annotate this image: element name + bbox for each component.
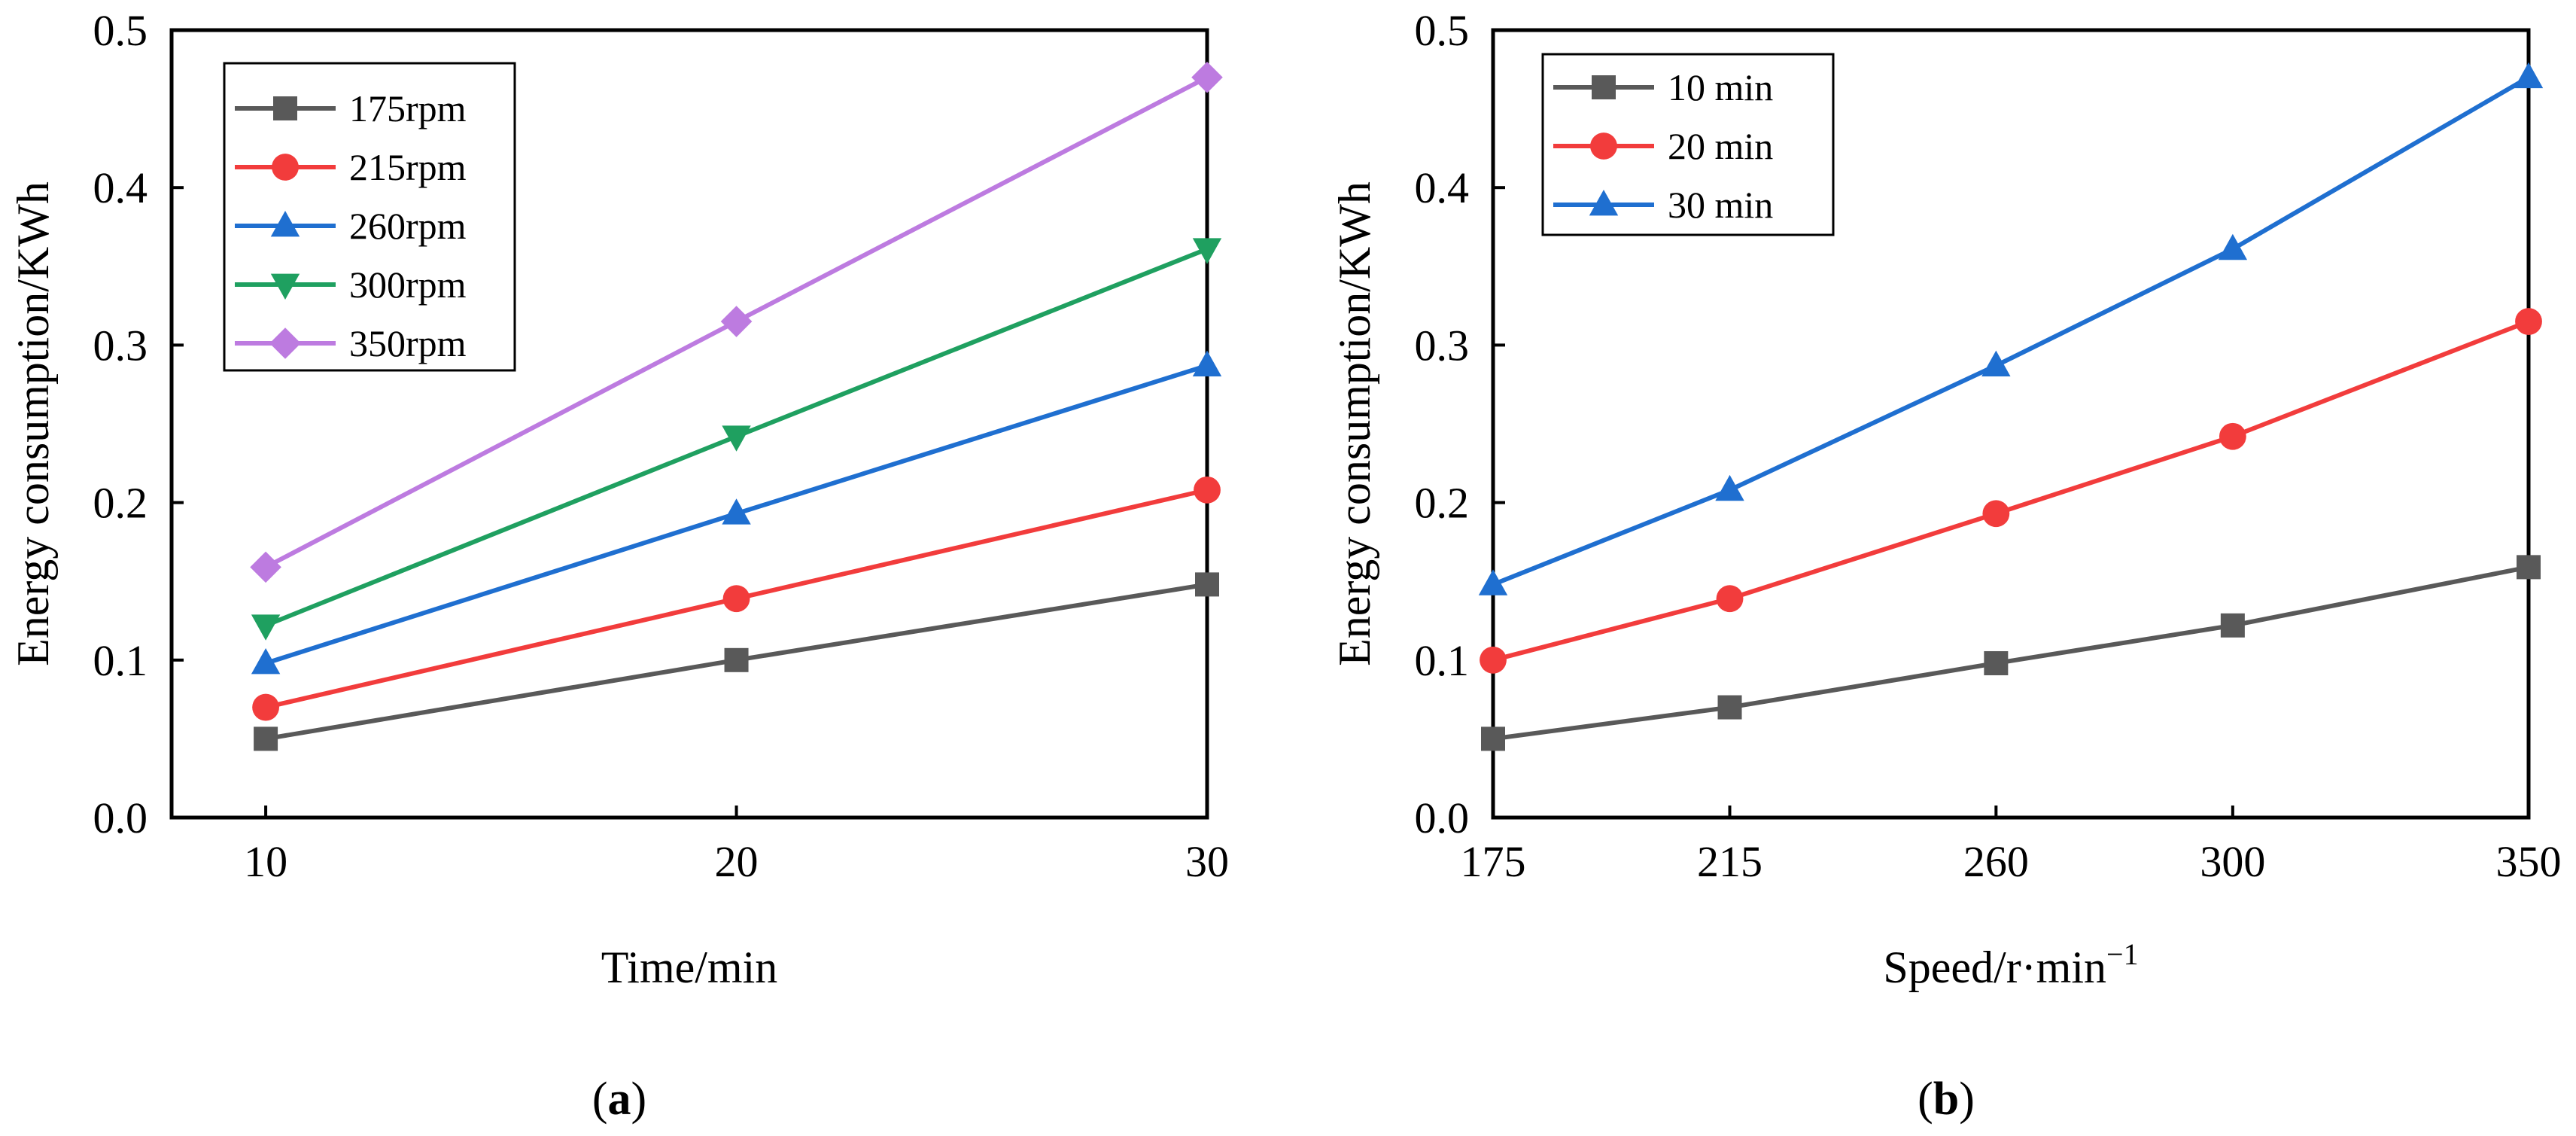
panel-a-x-tick-label: 20 bbox=[715, 837, 759, 886]
panel-a-data-point bbox=[724, 647, 749, 672]
panel-a-y-tick-label: 0.1 bbox=[93, 636, 148, 685]
panel-a-plot-frame bbox=[169, 28, 1209, 820]
panel-a-legend: 175rpm 215rpm 260rpm 300rpm 350rpm bbox=[223, 62, 516, 372]
panel-a-x-tick-label: 10 bbox=[244, 837, 287, 886]
panel-b-data-point bbox=[2218, 233, 2248, 260]
panel-b-legend-marker bbox=[1590, 132, 1617, 160]
panel-b-legend-label: 20 min bbox=[1668, 125, 1773, 167]
panel-b-y-axis-label: Energy consumption/KWh bbox=[1330, 181, 1379, 666]
panel-a-data-point bbox=[252, 693, 280, 721]
panel-b-x-axis-label: Speed/r·min−1 bbox=[1883, 937, 2138, 992]
panel-a-legend-marker bbox=[270, 211, 300, 237]
panel-b-legend-label: 30 min bbox=[1668, 184, 1773, 226]
panel-a-legend-box bbox=[223, 62, 516, 372]
panel-b-x-tick-label: 260 bbox=[1963, 837, 2029, 886]
panel-a-caption: (a) bbox=[592, 1074, 646, 1125]
panel-b-x-tick-label: 300 bbox=[2200, 837, 2265, 886]
panel-b-x-tick-label: 175 bbox=[1461, 837, 1526, 886]
panel-b-legend-item: 30 min bbox=[1553, 184, 1773, 226]
panel-b-data-point bbox=[1717, 695, 1742, 720]
panel-a-legend-marker bbox=[270, 273, 300, 300]
panel-b-y-tick-label: 0.4 bbox=[1415, 163, 1470, 212]
panel-b-legend-item: 10 min bbox=[1553, 66, 1773, 108]
panel-a-legend-item: 260rpm bbox=[235, 205, 467, 247]
panel-a-series bbox=[250, 61, 1223, 751]
panel-b-data-point bbox=[1981, 350, 2011, 376]
panel-b-series bbox=[1478, 62, 2544, 751]
panel-b-plot-frame bbox=[1491, 28, 2531, 820]
panel-b-y-tick-label: 0.5 bbox=[1415, 6, 1470, 55]
panel-b-data-point bbox=[2220, 613, 2245, 638]
panel-a-data-point bbox=[722, 425, 751, 452]
panel-a-data-point bbox=[720, 306, 753, 337]
panel-a-chart: 0.0 0.1 0.2 0.3 0.4 0.5 10 20 30 175rpm 215rpm 260… bbox=[8, 6, 1229, 1125]
panel-a-y-tick-label: 0.2 bbox=[93, 479, 148, 528]
panel-b-data-point bbox=[2219, 422, 2246, 450]
panel-a-legend-label: 350rpm bbox=[349, 322, 467, 364]
panel-a-legend-marker bbox=[272, 154, 299, 181]
panel-b-data-point bbox=[1715, 474, 1744, 501]
panel-b-legend-item: 20 min bbox=[1553, 125, 1773, 167]
panel-a-data-point bbox=[250, 551, 281, 583]
panel-b-data-point bbox=[1982, 500, 2010, 528]
panel-b-legend-label: 10 min bbox=[1668, 66, 1773, 108]
panel-a-legend-item: 215rpm bbox=[235, 146, 467, 188]
panel-b-y-tick-label: 0.1 bbox=[1415, 636, 1470, 685]
panel-b-data-point bbox=[1481, 726, 1505, 751]
panel-a-data-point bbox=[722, 498, 751, 525]
panel-a-data-point bbox=[1195, 572, 1219, 597]
panel-a-data-point bbox=[1192, 238, 1222, 264]
panel-a-data-point bbox=[722, 585, 750, 613]
panel-a-data-point bbox=[1191, 61, 1223, 93]
panel-a-data-point bbox=[251, 614, 281, 641]
panel-b-caption: (b) bbox=[1918, 1074, 1975, 1125]
panel-b-x-axis-label-superscript: −1 bbox=[2106, 937, 2139, 971]
panel-a-legend-label: 175rpm bbox=[349, 87, 467, 129]
panel-b-data-point bbox=[1478, 569, 1508, 595]
panel-a-legend-label: 215rpm bbox=[349, 146, 467, 188]
panel-b-series-line-2 bbox=[1492, 319, 2530, 662]
panel-a-legend-label: 300rpm bbox=[349, 263, 467, 306]
panel-b-x-tick-label: 350 bbox=[2496, 837, 2562, 886]
panel-b-data-point bbox=[1984, 650, 2009, 675]
panel-b-chart: 0.0 0.1 0.2 0.3 0.4 0.5 175 215 260 300 350 10 min… bbox=[1330, 6, 2562, 1125]
panel-a-data-point bbox=[251, 647, 281, 675]
panel-a-x-axis-label: Time/min bbox=[601, 943, 778, 992]
panel-a-x-tick-label: 30 bbox=[1185, 837, 1229, 886]
panel-b-ticks: 0.0 0.1 0.2 0.3 0.4 0.5 175 215 260 300 350 bbox=[1415, 6, 2562, 886]
panel-b-legend-marker bbox=[1589, 190, 1619, 216]
panel-b-data-point bbox=[1480, 646, 1507, 674]
panel-b-data-point bbox=[1716, 585, 1744, 613]
panel-a-y-tick-label: 0.4 bbox=[93, 163, 148, 212]
panel-b-y-tick-label: 0.3 bbox=[1415, 321, 1470, 370]
panel-b-x-tick-label: 215 bbox=[1697, 837, 1762, 886]
panel-b-x-axis-label-main: Speed/r·min bbox=[1883, 943, 2106, 992]
panel-b-y-tick-label: 0.2 bbox=[1415, 479, 1470, 528]
panel-a-legend-marker bbox=[269, 327, 301, 359]
panel-a-y-tick-label: 0.5 bbox=[93, 6, 148, 55]
panel-b-legend: 10 min 20 min 30 min bbox=[1541, 53, 1835, 236]
panel-a-y-tick-label: 0.3 bbox=[93, 321, 148, 370]
panel-a-legend-label: 260rpm bbox=[349, 205, 467, 247]
panel-b-data-point bbox=[2514, 62, 2544, 89]
panel-b-data-point bbox=[2517, 555, 2541, 580]
panel-b-legend-marker bbox=[1592, 75, 1616, 99]
panel-a-data-point bbox=[1192, 350, 1222, 376]
panel-a-legend-item: 350rpm bbox=[235, 322, 467, 364]
panel-a-legend-item: 175rpm bbox=[235, 87, 467, 129]
panel-a-legend-marker bbox=[273, 96, 297, 120]
panel-b-data-point bbox=[2515, 308, 2542, 335]
panel-b-y-tick-label: 0.0 bbox=[1415, 793, 1470, 842]
panel-a-y-tick-label: 0.0 bbox=[93, 793, 148, 842]
panel-a-legend-item: 300rpm bbox=[235, 263, 467, 306]
panel-a-ticks: 0.0 0.1 0.2 0.3 0.4 0.5 10 20 30 bbox=[93, 6, 1230, 886]
panel-a-y-axis-label: Energy consumption/KWh bbox=[8, 181, 58, 666]
panel-b-series-line-1 bbox=[1492, 565, 2529, 742]
panel-a-data-point bbox=[254, 726, 278, 751]
panel-a-data-point bbox=[1194, 476, 1221, 504]
